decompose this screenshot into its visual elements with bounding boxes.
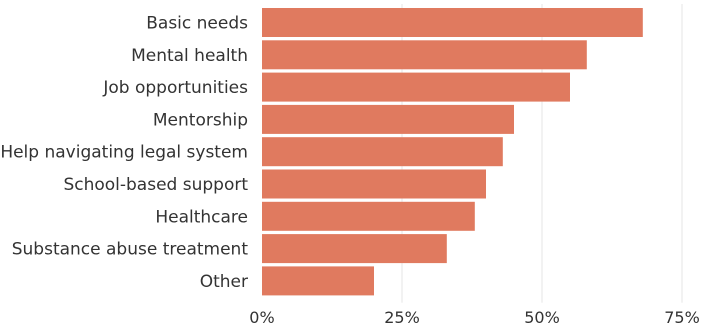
category-label-8: Other (200, 272, 248, 292)
category-label-3: Mentorship (153, 110, 248, 130)
category-label-4: Help navigating legal system (0, 143, 248, 163)
bar-7 (262, 234, 447, 264)
bar-1 (262, 40, 587, 70)
bar-3 (262, 104, 514, 134)
bar-4 (262, 137, 503, 167)
category-label-2: Job opportunities (102, 78, 248, 98)
bar-0 (262, 8, 643, 37)
x-tick-label-2: 50% (524, 308, 560, 324)
bar-6 (262, 201, 475, 231)
category-label-1: Mental health (131, 46, 248, 66)
category-label-6: Healthcare (155, 207, 248, 227)
bar-8 (262, 266, 374, 296)
category-label-5: School-based support (63, 175, 248, 195)
category-label-0: Basic needs (146, 14, 248, 34)
x-tick-label-1: 25% (384, 308, 420, 324)
bar-2 (262, 72, 570, 102)
x-tick-label-3: 75% (664, 308, 700, 324)
category-label-7: Substance abuse treatment (12, 240, 249, 260)
x-tick-label-0: 0% (249, 308, 274, 324)
bar-5 (262, 169, 486, 199)
